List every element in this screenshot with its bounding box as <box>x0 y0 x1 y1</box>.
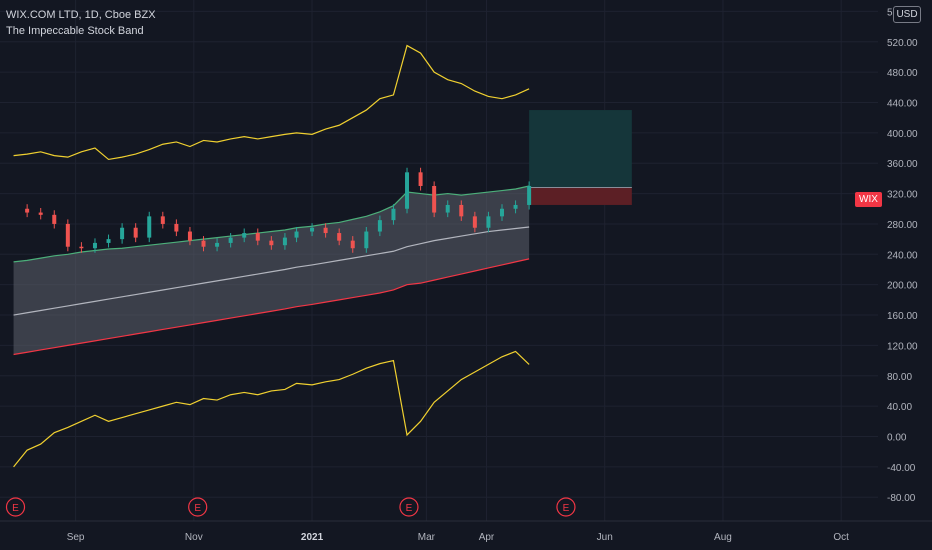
candle-body <box>350 240 355 249</box>
candle-body <box>187 231 192 241</box>
y-tick-label: 480.00 <box>887 68 918 79</box>
earnings-label: E <box>194 503 201 514</box>
candle-body <box>65 223 70 247</box>
candle-body <box>486 216 491 228</box>
x-tick-label: Apr <box>479 532 495 543</box>
band-fill <box>13 185 530 355</box>
earnings-marker[interactable]: E <box>188 497 208 517</box>
candle-body <box>215 242 220 247</box>
symbol-title[interactable]: WIX.COM LTD, 1D, Cboe BZX <box>6 9 156 21</box>
candle-body <box>323 227 328 234</box>
y-tick-label: 360.00 <box>887 159 918 170</box>
x-tick-label: Oct <box>833 532 849 543</box>
candle-body <box>445 204 450 213</box>
earnings-marker[interactable]: E <box>5 497 26 517</box>
candle-body <box>527 185 532 205</box>
time-axis[interactable]: Sep Nov 2021 Mar Apr Jun Aug Oct <box>0 520 932 543</box>
candle-body <box>337 233 342 241</box>
earnings-circle <box>188 497 208 517</box>
y-tick-label: 240.00 <box>887 250 918 261</box>
series-outer-lower-line <box>13 350 530 468</box>
earnings-label: E <box>12 503 19 514</box>
y-tick-label: 400.00 <box>887 129 918 140</box>
earnings-circle <box>5 497 26 517</box>
series-outer-upper-line <box>13 44 530 161</box>
y-tick-label: -40.00 <box>887 463 916 474</box>
y-tick-label: 40.00 <box>887 402 912 413</box>
candle-body <box>513 204 518 209</box>
y-tick-label: 160.00 <box>887 311 918 322</box>
candle-body <box>377 220 382 232</box>
x-tick-label: Aug <box>714 532 732 543</box>
candle-body <box>310 227 315 232</box>
last-price-tag: WIX <box>855 192 882 207</box>
y-tick-label: 280.00 <box>887 220 918 231</box>
earnings-label: E <box>406 503 413 514</box>
price-axis[interactable]: 560.00520.00480.00440.00400.00360.00320.… <box>887 7 918 504</box>
candle-body <box>282 237 287 246</box>
candle-body <box>472 216 477 228</box>
earnings-marker[interactable]: E <box>556 497 576 517</box>
candle-body <box>432 185 437 213</box>
x-tick-label: Jun <box>597 532 613 543</box>
candle-body <box>242 233 247 238</box>
candle-body <box>459 204 464 217</box>
band-lines <box>13 44 530 468</box>
stop-zone <box>529 187 632 205</box>
y-tick-label: 0.00 <box>887 432 907 443</box>
candle-body <box>52 214 57 224</box>
candle-body <box>106 239 111 243</box>
candle-body <box>92 242 97 249</box>
candle-body <box>79 246 84 249</box>
earnings-circle <box>556 497 576 517</box>
y-tick-label: 200.00 <box>887 281 918 292</box>
candle-body <box>391 208 396 221</box>
earnings-label: E <box>563 503 570 514</box>
candle-body <box>499 208 504 217</box>
candle-body <box>120 227 125 240</box>
candle-body <box>38 212 43 215</box>
y-tick-label: 120.00 <box>887 341 918 352</box>
x-tick-label: Mar <box>418 532 436 543</box>
x-tick-label: Sep <box>67 532 85 543</box>
earnings-circle <box>399 497 419 517</box>
position-zones <box>529 110 632 205</box>
candle-body <box>294 231 299 238</box>
series-inner-lower-line <box>13 258 530 356</box>
currency-badge[interactable]: USD <box>893 6 921 23</box>
y-tick-label: -80.00 <box>887 493 916 504</box>
horizontal-gridlines <box>0 10 878 498</box>
candle-body <box>147 216 152 238</box>
series-middle-line <box>13 226 530 316</box>
x-tick-label: Nov <box>185 532 203 543</box>
indicator-title[interactable]: The Impeccable Stock Band <box>6 25 144 37</box>
earnings-marker[interactable]: E <box>399 497 419 517</box>
x-tick-label: 2021 <box>301 532 324 543</box>
y-tick-label: 80.00 <box>887 372 912 383</box>
candle-body <box>405 172 410 209</box>
candle-body <box>25 208 30 213</box>
candles <box>25 167 532 253</box>
candle-body <box>174 223 179 232</box>
series-inner-upper-line <box>13 185 530 263</box>
candle-body <box>160 216 165 224</box>
candle-body <box>255 233 260 241</box>
candle-body <box>418 172 423 186</box>
candle-body <box>228 237 233 243</box>
y-tick-label: 440.00 <box>887 98 918 109</box>
candle-body <box>269 240 274 246</box>
target-zone <box>529 110 632 188</box>
candle-body <box>364 231 369 249</box>
y-tick-label: 320.00 <box>887 190 918 201</box>
candle-body <box>201 240 206 247</box>
candle-body <box>133 227 138 238</box>
y-tick-label: 520.00 <box>887 38 918 49</box>
chart-legend: WIX.COM LTD, 1D, Cboe BZX The Impeccable… <box>6 7 156 39</box>
